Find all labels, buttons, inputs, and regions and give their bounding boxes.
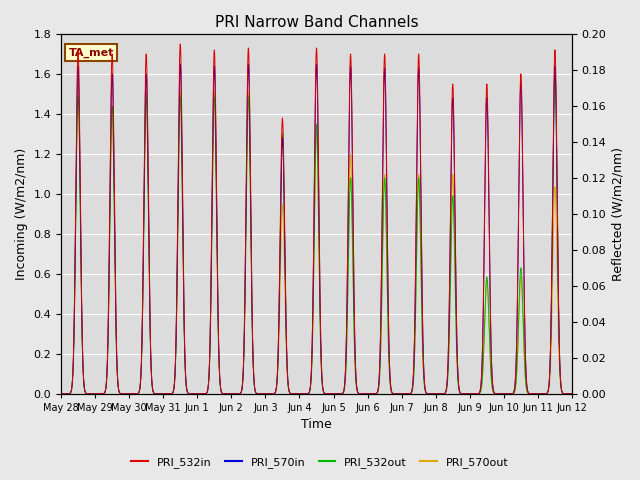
Y-axis label: Reflected (W/m2/nm): Reflected (W/m2/nm) (612, 147, 625, 281)
X-axis label: Time: Time (301, 419, 332, 432)
Title: PRI Narrow Band Channels: PRI Narrow Band Channels (214, 15, 419, 30)
Legend: PRI_532in, PRI_570in, PRI_532out, PRI_570out: PRI_532in, PRI_570in, PRI_532out, PRI_57… (127, 452, 513, 472)
Y-axis label: Incoming (W/m2/nm): Incoming (W/m2/nm) (15, 148, 28, 280)
Text: TA_met: TA_met (68, 48, 114, 58)
